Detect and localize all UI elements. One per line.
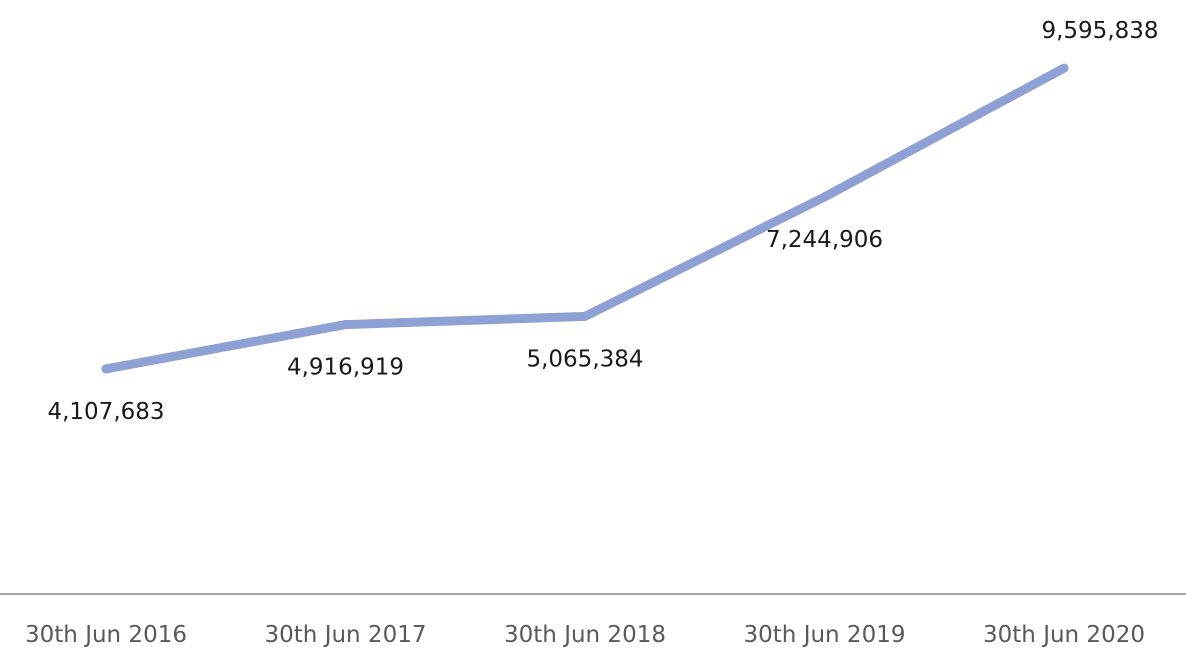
data-point [820, 192, 829, 202]
data-label: 7,244,906 [766, 227, 883, 253]
x-tick-label: 30th Jun 2019 [744, 622, 906, 648]
data-point [101, 364, 111, 374]
x-tick-label: 30th Jun 2017 [265, 622, 427, 648]
data-point [580, 311, 590, 321]
series-line [101, 63, 1069, 374]
data-point [341, 320, 350, 330]
x-tick-label: 30th Jun 2016 [25, 622, 187, 648]
x-tick-layer: 30th Jun 2016 30th Jun 2017 30th Jun 2018 3… [25, 622, 1145, 648]
x-tick-label: 30th Jun 2020 [983, 622, 1145, 648]
x-tick-label: 30th Jun 2018 [504, 622, 666, 648]
series-layer [101, 63, 1069, 374]
data-label: 5,065,384 [526, 346, 643, 372]
data-point [1059, 63, 1069, 73]
data-label: 4,916,919 [287, 355, 404, 381]
data-label-layer: 4,107,683 4,916,919 5,065,384 7,244,906 9,59… [47, 18, 1158, 425]
data-label: 4,107,683 [47, 399, 164, 425]
data-label: 9,595,838 [1041, 18, 1158, 44]
